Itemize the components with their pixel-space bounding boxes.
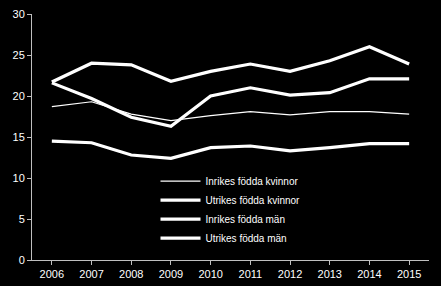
svg-text:5: 5 <box>19 213 25 225</box>
svg-text:15: 15 <box>13 131 25 143</box>
svg-text:Utrikes födda kvinnor: Utrikes födda kvinnor <box>206 195 301 206</box>
svg-text:25: 25 <box>13 49 25 61</box>
svg-text:2007: 2007 <box>79 268 103 280</box>
svg-text:2011: 2011 <box>239 268 263 280</box>
svg-text:2015: 2015 <box>397 268 421 280</box>
svg-text:10: 10 <box>13 172 25 184</box>
svg-text:0: 0 <box>19 254 25 266</box>
svg-text:20: 20 <box>13 90 25 102</box>
svg-text:2006: 2006 <box>40 268 64 280</box>
svg-text:2013: 2013 <box>318 268 342 280</box>
svg-text:30: 30 <box>13 8 25 20</box>
svg-text:Inrikes födda kvinnor: Inrikes födda kvinnor <box>206 176 299 187</box>
svg-text:2010: 2010 <box>198 268 222 280</box>
svg-text:Utrikes födda män: Utrikes födda män <box>206 233 287 244</box>
svg-text:2009: 2009 <box>159 268 183 280</box>
svg-text:2012: 2012 <box>278 268 302 280</box>
svg-text:2008: 2008 <box>119 268 143 280</box>
svg-text:Inrikes födda män: Inrikes födda män <box>206 214 286 225</box>
svg-text:2014: 2014 <box>357 268 381 280</box>
